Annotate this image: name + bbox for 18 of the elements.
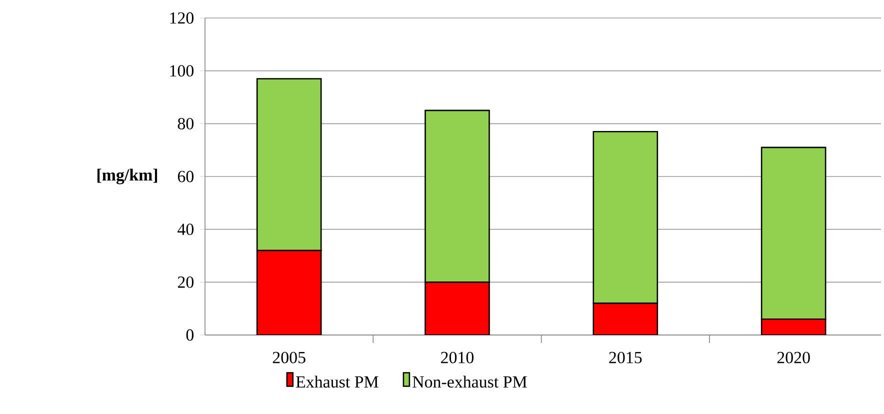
y-tick-label: 120	[170, 12, 194, 24]
x-tick-label: 2015	[609, 352, 642, 364]
y-tick-label: 100	[170, 65, 194, 77]
y-tick-label: 60	[178, 170, 194, 182]
x-tick-label: 2005	[272, 352, 306, 364]
legend-label: Non-exhaust PM	[412, 376, 527, 388]
y-axis-title: [mg/km]	[97, 168, 158, 184]
y-tick-label: 80	[178, 118, 194, 130]
y-tick-label: 20	[178, 276, 194, 288]
bar	[424, 282, 490, 336]
x-tick-label: 2020	[777, 352, 810, 364]
legend-label: Exhaust PM	[296, 376, 378, 388]
x-tick-label: 2010	[441, 352, 474, 364]
bar	[760, 318, 826, 336]
bar	[592, 302, 658, 336]
y-tick-label: 0	[186, 329, 194, 341]
y-tick-label: 40	[178, 224, 194, 236]
bar	[256, 250, 322, 336]
